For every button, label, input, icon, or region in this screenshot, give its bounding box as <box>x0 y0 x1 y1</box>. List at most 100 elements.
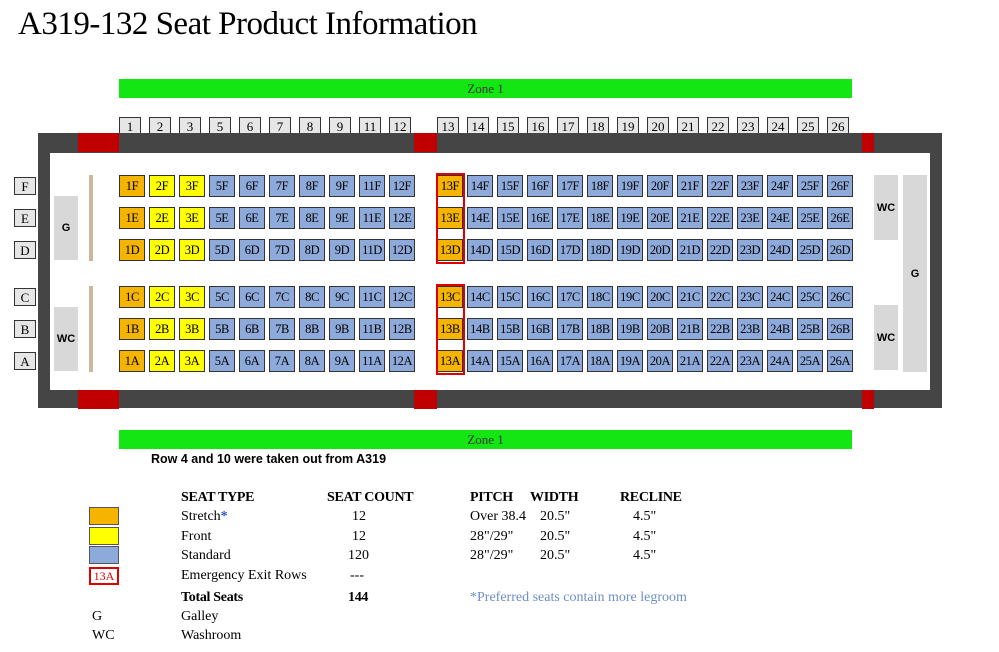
seat-25c[interactable]: 25C <box>797 286 823 308</box>
seat-7b[interactable]: 7B <box>269 318 295 340</box>
seat-21b[interactable]: 21B <box>677 318 703 340</box>
seat-18d[interactable]: 18D <box>587 239 613 261</box>
seat-15f[interactable]: 15F <box>497 175 523 197</box>
seat-9a[interactable]: 9A <box>329 350 355 372</box>
seat-16d[interactable]: 16D <box>527 239 553 261</box>
seat-23b[interactable]: 23B <box>737 318 763 340</box>
seat-1f[interactable]: 1F <box>119 175 145 197</box>
seat-24c[interactable]: 24C <box>767 286 793 308</box>
seat-2d[interactable]: 2D <box>149 239 175 261</box>
seat-13a[interactable]: 13A <box>437 350 463 372</box>
seat-24d[interactable]: 24D <box>767 239 793 261</box>
seat-20d[interactable]: 20D <box>647 239 673 261</box>
seat-1a[interactable]: 1A <box>119 350 145 372</box>
seat-18a[interactable]: 18A <box>587 350 613 372</box>
seat-17a[interactable]: 17A <box>557 350 583 372</box>
seat-21c[interactable]: 21C <box>677 286 703 308</box>
seat-1d[interactable]: 1D <box>119 239 145 261</box>
seat-17d[interactable]: 17D <box>557 239 583 261</box>
seat-12d[interactable]: 12D <box>389 239 415 261</box>
seat-13b[interactable]: 13B <box>437 318 463 340</box>
seat-23a[interactable]: 23A <box>737 350 763 372</box>
seat-23c[interactable]: 23C <box>737 286 763 308</box>
seat-21e[interactable]: 21E <box>677 207 703 229</box>
seat-5a[interactable]: 5A <box>209 350 235 372</box>
seat-3f[interactable]: 3F <box>179 175 205 197</box>
seat-6c[interactable]: 6C <box>239 286 265 308</box>
seat-16f[interactable]: 16F <box>527 175 553 197</box>
seat-18b[interactable]: 18B <box>587 318 613 340</box>
seat-21a[interactable]: 21A <box>677 350 703 372</box>
seat-20c[interactable]: 20C <box>647 286 673 308</box>
seat-16b[interactable]: 16B <box>527 318 553 340</box>
seat-16a[interactable]: 16A <box>527 350 553 372</box>
seat-22f[interactable]: 22F <box>707 175 733 197</box>
seat-8a[interactable]: 8A <box>299 350 325 372</box>
seat-23d[interactable]: 23D <box>737 239 763 261</box>
seat-11b[interactable]: 11B <box>359 318 385 340</box>
seat-9c[interactable]: 9C <box>329 286 355 308</box>
seat-22a[interactable]: 22A <box>707 350 733 372</box>
seat-9d[interactable]: 9D <box>329 239 355 261</box>
seat-16c[interactable]: 16C <box>527 286 553 308</box>
seat-8b[interactable]: 8B <box>299 318 325 340</box>
seat-6d[interactable]: 6D <box>239 239 265 261</box>
seat-9b[interactable]: 9B <box>329 318 355 340</box>
seat-22d[interactable]: 22D <box>707 239 733 261</box>
seat-12b[interactable]: 12B <box>389 318 415 340</box>
seat-15a[interactable]: 15A <box>497 350 523 372</box>
seat-2c[interactable]: 2C <box>149 286 175 308</box>
seat-19b[interactable]: 19B <box>617 318 643 340</box>
seat-17f[interactable]: 17F <box>557 175 583 197</box>
seat-5e[interactable]: 5E <box>209 207 235 229</box>
seat-22c[interactable]: 22C <box>707 286 733 308</box>
seat-25f[interactable]: 25F <box>797 175 823 197</box>
seat-3e[interactable]: 3E <box>179 207 205 229</box>
seat-7d[interactable]: 7D <box>269 239 295 261</box>
seat-20f[interactable]: 20F <box>647 175 673 197</box>
seat-25e[interactable]: 25E <box>797 207 823 229</box>
seat-22b[interactable]: 22B <box>707 318 733 340</box>
seat-15b[interactable]: 15B <box>497 318 523 340</box>
seat-25b[interactable]: 25B <box>797 318 823 340</box>
seat-17b[interactable]: 17B <box>557 318 583 340</box>
seat-19a[interactable]: 19A <box>617 350 643 372</box>
seat-14b[interactable]: 14B <box>467 318 493 340</box>
seat-11e[interactable]: 11E <box>359 207 385 229</box>
seat-1e[interactable]: 1E <box>119 207 145 229</box>
seat-14e[interactable]: 14E <box>467 207 493 229</box>
seat-11c[interactable]: 11C <box>359 286 385 308</box>
seat-7f[interactable]: 7F <box>269 175 295 197</box>
seat-26a[interactable]: 26A <box>827 350 853 372</box>
seat-12c[interactable]: 12C <box>389 286 415 308</box>
seat-26f[interactable]: 26F <box>827 175 853 197</box>
seat-25a[interactable]: 25A <box>797 350 823 372</box>
seat-13f[interactable]: 13F <box>437 175 463 197</box>
seat-6a[interactable]: 6A <box>239 350 265 372</box>
seat-9f[interactable]: 9F <box>329 175 355 197</box>
seat-20b[interactable]: 20B <box>647 318 673 340</box>
seat-16e[interactable]: 16E <box>527 207 553 229</box>
seat-18f[interactable]: 18F <box>587 175 613 197</box>
seat-24f[interactable]: 24F <box>767 175 793 197</box>
seat-12e[interactable]: 12E <box>389 207 415 229</box>
seat-12f[interactable]: 12F <box>389 175 415 197</box>
seat-11f[interactable]: 11F <box>359 175 385 197</box>
seat-7a[interactable]: 7A <box>269 350 295 372</box>
seat-26c[interactable]: 26C <box>827 286 853 308</box>
seat-7c[interactable]: 7C <box>269 286 295 308</box>
seat-3d[interactable]: 3D <box>179 239 205 261</box>
seat-1c[interactable]: 1C <box>119 286 145 308</box>
seat-6b[interactable]: 6B <box>239 318 265 340</box>
seat-3b[interactable]: 3B <box>179 318 205 340</box>
seat-11d[interactable]: 11D <box>359 239 385 261</box>
seat-8e[interactable]: 8E <box>299 207 325 229</box>
seat-18e[interactable]: 18E <box>587 207 613 229</box>
seat-26d[interactable]: 26D <box>827 239 853 261</box>
seat-15c[interactable]: 15C <box>497 286 523 308</box>
seat-24a[interactable]: 24A <box>767 350 793 372</box>
seat-14a[interactable]: 14A <box>467 350 493 372</box>
seat-14f[interactable]: 14F <box>467 175 493 197</box>
seat-5b[interactable]: 5B <box>209 318 235 340</box>
seat-19e[interactable]: 19E <box>617 207 643 229</box>
